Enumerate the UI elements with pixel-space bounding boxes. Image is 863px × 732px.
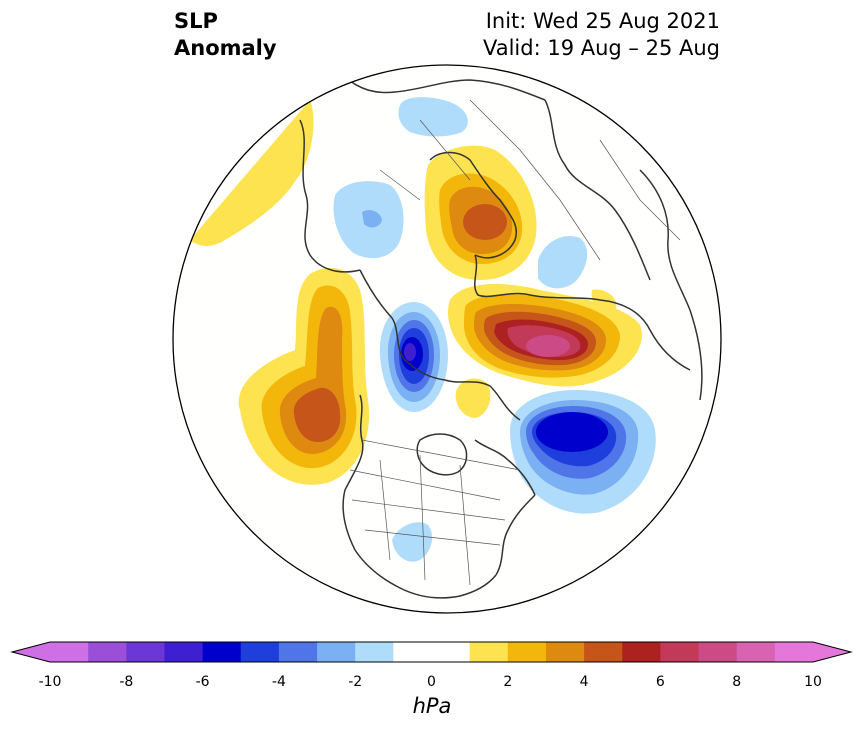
colorbar-cell: [660, 642, 700, 662]
mediterranean-low: [538, 236, 588, 289]
colorbar-cell: [736, 642, 776, 662]
colorbar-cell: [469, 642, 509, 662]
colorbar-cell: [50, 642, 89, 662]
colorbar-extend-low: [12, 642, 50, 662]
north-africa-high: [591, 289, 617, 315]
pole-high: [455, 378, 491, 418]
colorbar-tick-label: -10: [38, 674, 62, 690]
colorbar-tick-label: 8: [732, 674, 742, 690]
colorbar-cell: [317, 642, 356, 662]
colorbar-tick-label: 2: [503, 674, 513, 690]
colorbar-cell: [126, 642, 165, 662]
colorbar-tick-label: -4: [271, 674, 286, 690]
siberia-high-anomaly: [448, 284, 642, 387]
init-date: Init: Wed 25 Aug 2021: [485, 9, 720, 33]
colorbar-tick-label: -8: [119, 674, 134, 690]
colorbar-cell: [584, 642, 623, 662]
colorbar-cell: [698, 642, 738, 662]
usa-low: [392, 522, 433, 562]
beaufort-low-anomaly: [379, 302, 448, 412]
colorbar-cell: [774, 642, 814, 662]
colorbar-tick-label: 10: [804, 674, 822, 690]
colorbar-tick-label: -6: [195, 674, 210, 690]
colorbar-cell: [393, 642, 432, 662]
title-line-1: SLP: [174, 9, 218, 33]
map-boundary: [172, 64, 722, 614]
borders: [349, 99, 681, 586]
colorbar-cell: [507, 642, 547, 662]
colorbar-outline: [10, 641, 853, 663]
colorbar-tick-label: 4: [579, 674, 589, 690]
east-asia-low: [398, 97, 468, 137]
title-line-2: Anomaly: [174, 36, 277, 60]
colorbar-cell: [622, 642, 661, 662]
colorbar-cell: [202, 642, 242, 662]
colorbar-tick-label: 6: [655, 674, 665, 690]
map-title: SLP Anomaly: [174, 8, 277, 62]
colorbar-cell: [88, 642, 127, 662]
pacific-high-anomaly: [238, 267, 370, 485]
valid-range: Valid: 19 Aug – 25 Aug: [482, 36, 720, 60]
colorbar-cell: [278, 642, 318, 662]
colorbar-tick-label: 0: [427, 674, 436, 690]
polar-map: [172, 64, 722, 614]
scandinavia-high-anomaly: [424, 145, 537, 280]
greenland-low-anomaly: [510, 390, 656, 514]
colorbar-cell: [240, 642, 280, 662]
colorbar-unit: hPa: [412, 694, 452, 718]
colorbar-cell: [431, 642, 471, 662]
colorbar-tick-label: -2: [348, 674, 363, 690]
coastlines: [299, 69, 703, 599]
colorbar: [10, 641, 853, 663]
colorbar-cell: [545, 642, 585, 662]
anomaly-field: [190, 69, 703, 599]
colorbar-cell: [164, 642, 204, 662]
colorbar-extend-high: [813, 642, 851, 662]
colorbar-cells: [50, 642, 814, 662]
northeast-pacific-high: [190, 100, 314, 246]
colorbar-cell: [355, 642, 394, 662]
valid-period: Init: Wed 25 Aug 2021 Valid: 19 Aug – 25…: [483, 8, 720, 62]
north-pacific-low-core: [362, 210, 382, 228]
